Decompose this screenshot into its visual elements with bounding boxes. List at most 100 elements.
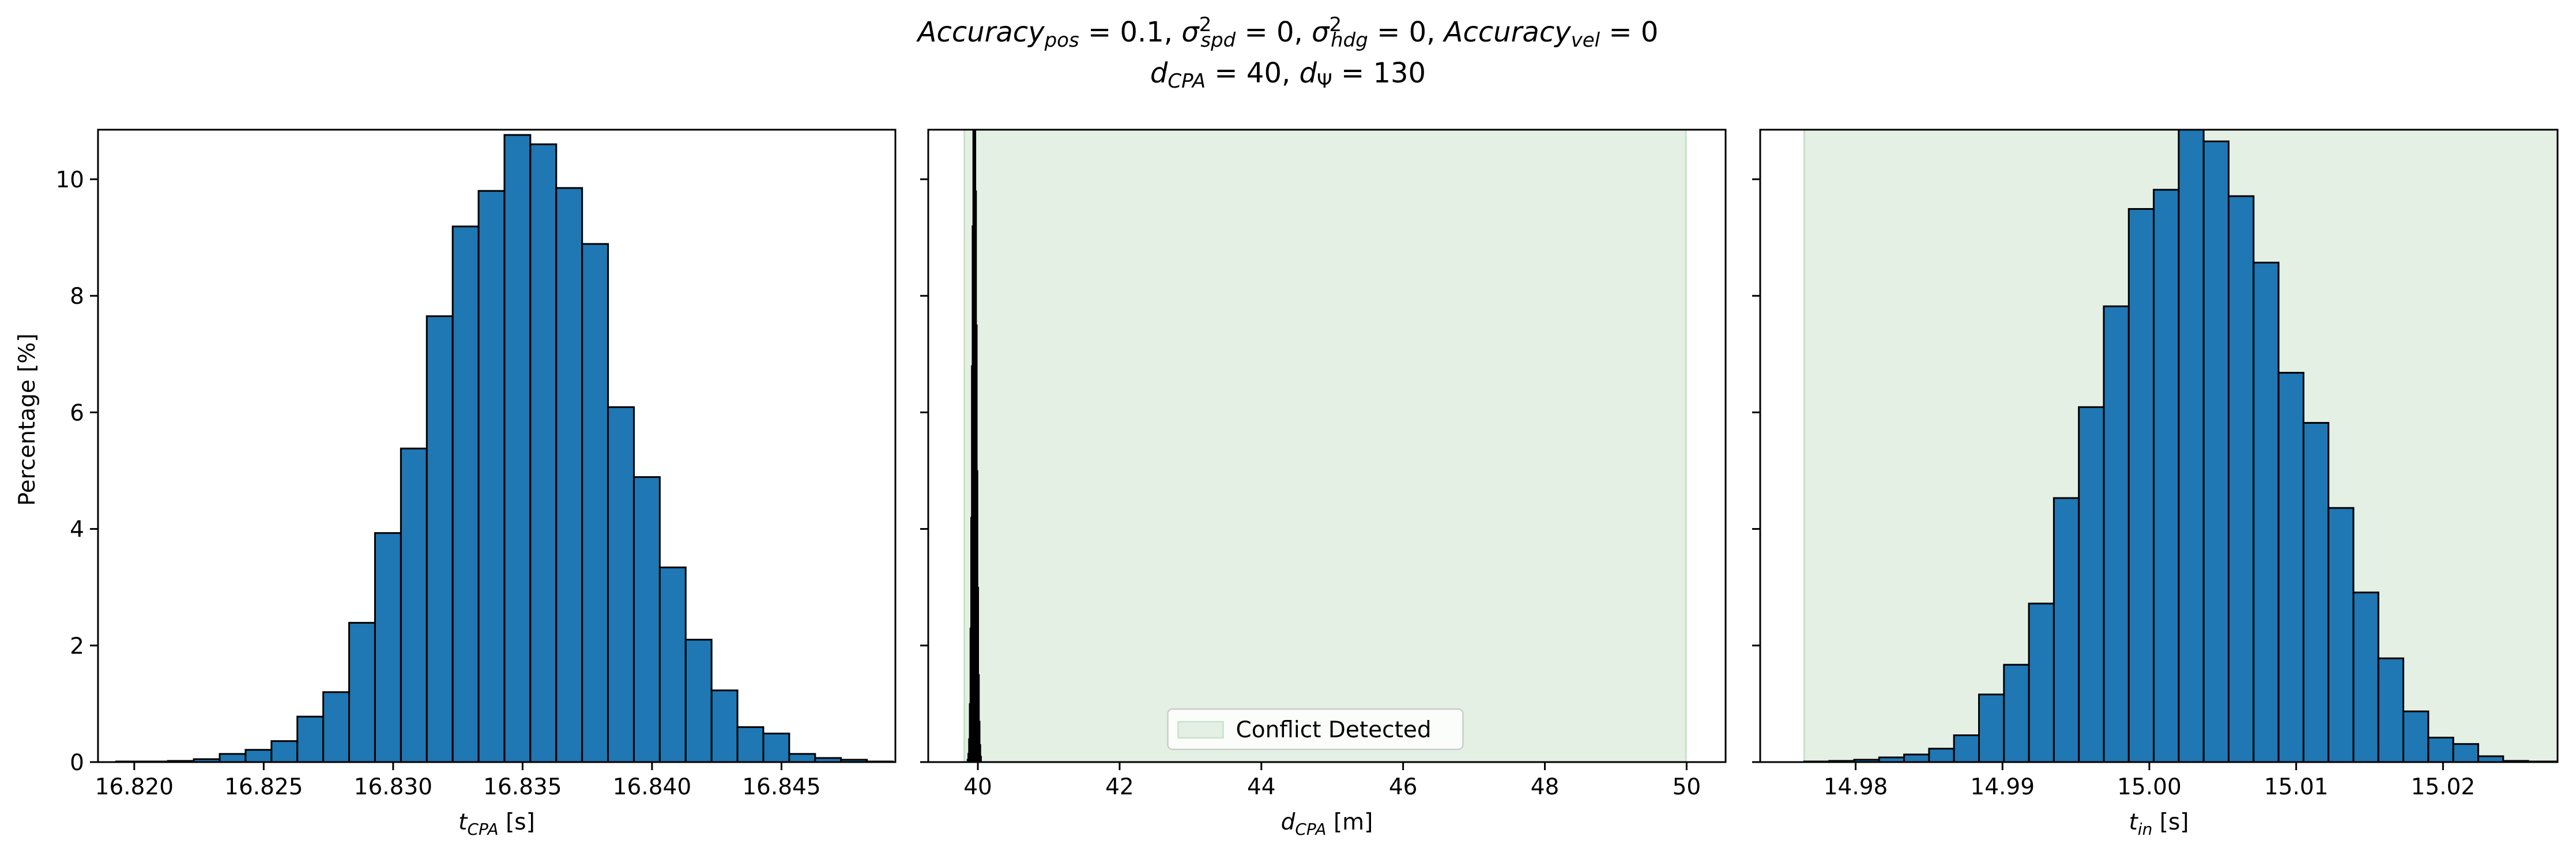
- histogram-bar: [2253, 262, 2280, 762]
- axes-frame: [927, 129, 1727, 763]
- histogram-bar: [978, 674, 980, 762]
- histogram-bar: [762, 732, 790, 762]
- title-part: CPA: [1168, 70, 1206, 93]
- title-part: pos: [1044, 29, 1079, 52]
- x-axis-label: dCPA [m]: [1281, 809, 1373, 839]
- x-tick-label: 42: [1105, 774, 1134, 800]
- subplot-2: 40 42 44 46 48 50 dCPA [m] Conflict Detected: [920, 129, 1727, 839]
- histogram-bar: [2127, 208, 2155, 762]
- histogram-bar: [555, 187, 583, 762]
- x-tick-label: 14.99: [1970, 774, 2035, 800]
- legend: Conflict Detected: [1167, 708, 1464, 751]
- x-axis-label: tCPA [s]: [458, 809, 535, 839]
- x-tick-label: 44: [1247, 774, 1276, 800]
- y-tick-label: 8: [70, 284, 84, 310]
- histogram-bar: [503, 134, 532, 762]
- axes-frame: [97, 129, 897, 763]
- histogram-bar: [1978, 693, 2005, 762]
- legend-swatch: [1177, 721, 1224, 739]
- x-tick-label: 15.00: [2117, 774, 2182, 800]
- title-part: Accuracy: [916, 16, 1045, 48]
- x-tick-label: 15.02: [2411, 774, 2476, 800]
- x-tick-label: 15.01: [2264, 774, 2329, 800]
- title-part: = 0,: [1236, 16, 1312, 48]
- histogram-bar: [244, 749, 273, 762]
- x-axis-label: tin [s]: [2129, 809, 2189, 839]
- title-part: Accuracy: [1443, 16, 1572, 48]
- y-tick-label: 6: [70, 400, 84, 426]
- histogram-bar: [2352, 591, 2379, 762]
- plot-area: [115, 134, 894, 762]
- title-part: hdg: [1331, 29, 1368, 52]
- axes-frame: [1759, 129, 2559, 763]
- x-tick-label: 16.825: [224, 774, 303, 800]
- histogram-bar: [2328, 507, 2355, 762]
- histogram-bar: [788, 753, 816, 762]
- y-axis-label: Percentage [%]: [14, 333, 40, 506]
- histogram-bar: [736, 726, 764, 762]
- x-tick-label: 16.820: [95, 774, 174, 800]
- y-tick-label: 2: [70, 634, 84, 659]
- histogram-bar: [2402, 710, 2430, 762]
- title-part: σ: [1181, 16, 1200, 48]
- histogram-bar: [425, 315, 454, 762]
- y-tick-label: 0: [70, 750, 84, 776]
- histogram-bar: [451, 225, 480, 762]
- conflict-region: [963, 130, 1687, 762]
- legend-box: [1167, 708, 1464, 751]
- title-part: d: [1150, 57, 1168, 89]
- histogram-bar: [477, 190, 506, 762]
- x-tick-label: 46: [1389, 774, 1418, 800]
- histogram-bar: [2227, 195, 2255, 762]
- title-part: = 40,: [1206, 57, 1299, 89]
- title-part: vel: [1571, 29, 1600, 52]
- figure-title-line-2: dCPA = 40, dΨ = 130: [1150, 57, 1426, 93]
- x-tick-label: 48: [1531, 774, 1560, 800]
- histogram-bar: [2377, 657, 2405, 762]
- histogram-bar: [296, 715, 325, 762]
- histogram-bar: [2003, 663, 2030, 762]
- histogram-bar: [2103, 305, 2130, 762]
- title-part: σ: [1312, 16, 1330, 48]
- histogram-bar: [658, 566, 687, 762]
- title-part: 2: [1199, 13, 1212, 36]
- plot-area: [963, 130, 1687, 762]
- histogram-bar: [322, 691, 351, 762]
- y-tick-label: 10: [55, 167, 84, 193]
- title-part: = 0.1,: [1079, 16, 1182, 48]
- histogram-bar: [2452, 743, 2479, 762]
- title-part: 2: [1329, 13, 1342, 36]
- title-part: spd: [1200, 29, 1236, 52]
- histogram-bar: [632, 476, 661, 762]
- x-tick-label: 16.845: [742, 774, 820, 800]
- histogram-bar: [710, 689, 739, 762]
- histogram-bar: [529, 143, 558, 762]
- y-tick-label: 4: [70, 517, 84, 543]
- histogram-bar: [684, 639, 713, 762]
- histogram-bar: [2028, 602, 2055, 762]
- histogram-bar: [2202, 140, 2229, 762]
- x-tick-label: 50: [1673, 774, 1701, 800]
- histogram-bar: [2427, 737, 2454, 762]
- x-tick-label: 16.835: [483, 774, 562, 800]
- histogram-bar: [2178, 130, 2205, 762]
- title-part: = 130: [1332, 57, 1426, 89]
- x-tick-label: 40: [963, 774, 992, 800]
- histogram-bar: [581, 243, 609, 762]
- x-tick-label: 16.840: [613, 774, 691, 800]
- plot-area: [1803, 130, 2558, 762]
- histogram-bar: [979, 744, 981, 762]
- histogram-bar: [2277, 372, 2304, 762]
- subplot-1: 16.820 16.825 16.830 16.835 16.840 16.845 0 2 4 6…: [55, 129, 897, 839]
- histogram-bar: [2052, 497, 2080, 762]
- subplots: 16.820 16.825 16.830 16.835 16.840 16.8450246…: [55, 129, 2559, 839]
- subplot-3: 14.98 14.99 15.00 15.01 15.02 tin [s]: [1752, 129, 2559, 839]
- histogram-bar: [607, 406, 635, 762]
- title-part: d: [1300, 57, 1317, 89]
- histogram-bar: [2153, 189, 2180, 762]
- figure-title-line-1: Accuracypos = 0.1, σ2 spd = 0, σ2 hdg = 0,…: [916, 13, 1659, 52]
- histogram-bar: [1903, 753, 1930, 762]
- x-tick-label: 14.98: [1824, 774, 1888, 800]
- x-tick-label: 16.830: [354, 774, 432, 800]
